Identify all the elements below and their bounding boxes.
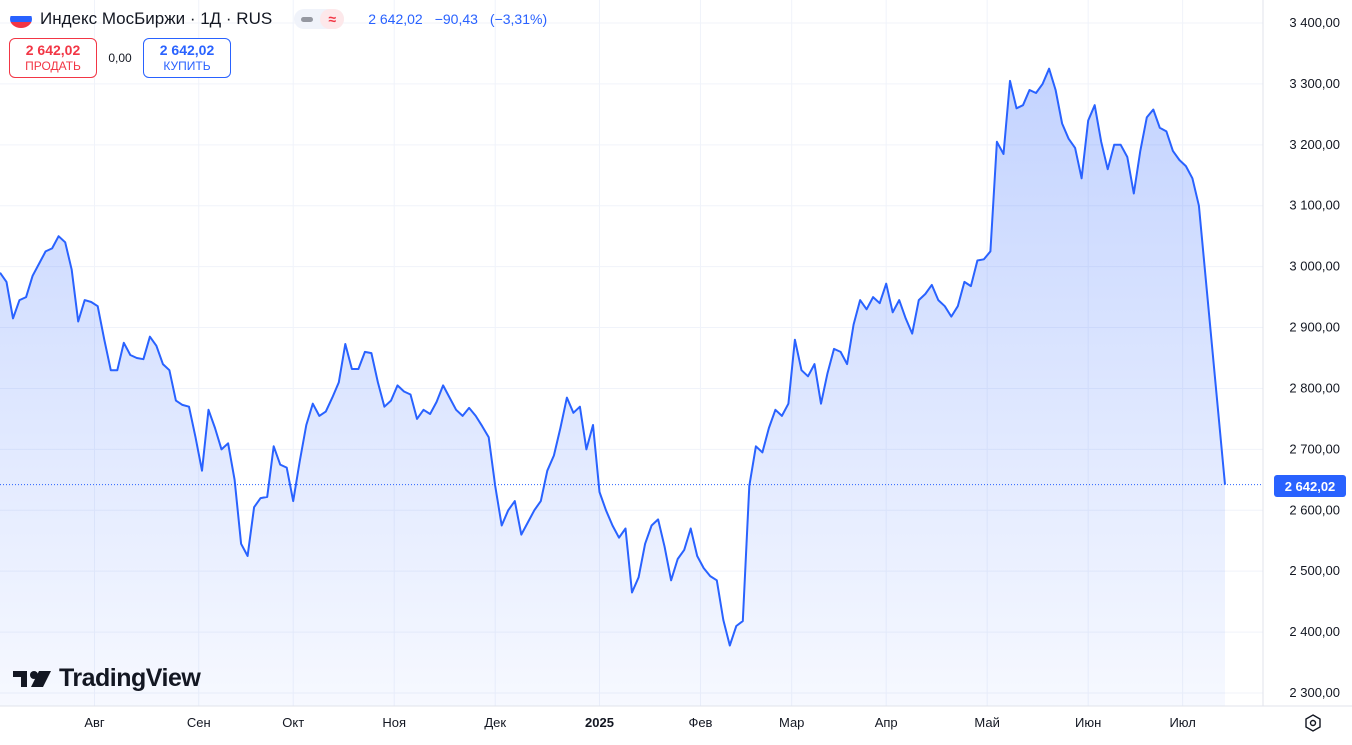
x-tick-label: Июл: [1169, 715, 1195, 730]
symbol-header: Индекс МосБиржи · 1Д · RUS ≈ 2 642,02 −9…: [10, 8, 547, 30]
x-tick-label: Окт: [282, 715, 304, 730]
market-status-icon: [294, 16, 320, 22]
tradingview-logo-icon: [13, 670, 51, 687]
x-tick-label: Сен: [187, 715, 211, 730]
y-tick-label: 2 800,00: [1289, 380, 1340, 395]
sell-label: ПРОДАТЬ: [25, 59, 81, 73]
quote-price: 2 642,02: [368, 11, 423, 27]
x-tick-label: 2025: [585, 715, 614, 730]
quote-change: −90,43: [434, 11, 478, 27]
y-tick-label: 3 300,00: [1289, 76, 1340, 91]
russia-flag-icon: [10, 10, 32, 28]
y-tick-label: 3 100,00: [1289, 198, 1340, 213]
x-tick-label: Май: [974, 715, 999, 730]
chart-settings-icon[interactable]: [1303, 713, 1323, 733]
last-price-label: 2 642,02: [1274, 475, 1346, 497]
delayed-data-icon: ≈: [320, 9, 345, 29]
x-tick-label: Ноя: [382, 715, 406, 730]
y-tick-label: 3 400,00: [1289, 15, 1340, 30]
x-tick-label: Июн: [1075, 715, 1101, 730]
sell-button[interactable]: 2 642,02 ПРОДАТЬ: [9, 38, 97, 78]
sell-price: 2 642,02: [25, 42, 81, 58]
x-tick-label: Дек: [484, 715, 506, 730]
status-pill[interactable]: ≈: [294, 9, 345, 29]
spread-value: 0,00: [108, 51, 132, 65]
x-tick-label: Мар: [779, 715, 804, 730]
symbol-title[interactable]: Индекс МосБиржи · 1Д · RUS: [40, 9, 273, 28]
y-tick-label: 2 500,00: [1289, 563, 1340, 578]
y-tick-label: 2 700,00: [1289, 441, 1340, 456]
buy-price: 2 642,02: [159, 42, 215, 58]
buy-label: КУПИТЬ: [163, 59, 211, 73]
y-tick-label: 3 200,00: [1289, 137, 1340, 152]
y-tick-label: 2 300,00: [1289, 685, 1340, 700]
tradingview-logo[interactable]: TradingView: [13, 664, 201, 693]
x-tick-label: Фев: [688, 715, 712, 730]
x-tick-label: Авг: [84, 715, 105, 730]
time-axis: Авг Сен Окт Ноя Дек 2025 Фев Мар Апр Май Июн Июл: [84, 715, 1196, 730]
buy-button[interactable]: 2 642,02 КУПИТЬ: [143, 38, 231, 78]
price-line: [0, 67, 1226, 647]
quote-change-percent: (−3,31%): [489, 11, 548, 27]
trade-panel: 2 642,02 ПРОДАТЬ 0,00 2 642,02 КУПИТЬ: [9, 38, 231, 78]
price-area-fill: [0, 68, 1225, 706]
y-tick-label: 2 900,00: [1289, 320, 1340, 335]
logo-wordmark: TradingView: [59, 664, 201, 692]
x-tick-label: Апр: [875, 715, 898, 730]
y-tick-label: 3 000,00: [1289, 259, 1340, 274]
y-tick-label: 2 600,00: [1289, 502, 1340, 517]
y-tick-label: 2 400,00: [1289, 624, 1340, 639]
price-axis: 3 400,00 3 300,00 3 200,00 3 100,00 3 000,00…: [1289, 15, 1340, 700]
